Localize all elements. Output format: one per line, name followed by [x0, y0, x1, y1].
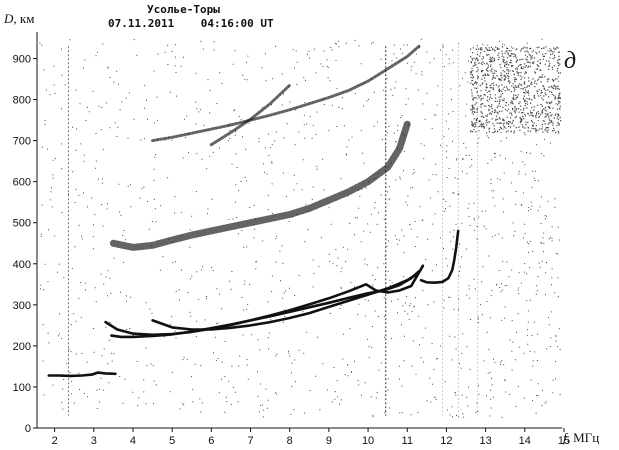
x-tick-label: 15 — [558, 435, 570, 447]
x-tick-label: 3 — [91, 435, 97, 447]
y-ticks: 0 100 200 300 400 500 600 700 800 900 — [13, 54, 37, 435]
x-tick-label: 7 — [247, 435, 253, 447]
x-tick-label: 8 — [287, 435, 293, 447]
x-tick-label: 11 — [402, 435, 413, 447]
trace-7 — [151, 44, 421, 143]
y-tick-label: 400 — [13, 259, 31, 271]
y-tick-label: 800 — [13, 95, 31, 107]
y-axis-var: D — [3, 11, 14, 26]
y-tick-label: 300 — [13, 300, 31, 312]
y-axis-unit: , км — [13, 11, 34, 26]
x-tick-label: 4 — [130, 435, 136, 447]
y-tick-label: 100 — [13, 382, 31, 394]
x-tick-label: 14 — [519, 435, 531, 447]
trace-5 — [419, 229, 460, 285]
noise-dots — [39, 38, 562, 418]
x-ticks: 2 3 4 5 6 7 8 9 10 11 12 13 14 15 — [52, 428, 570, 447]
y-tick-label: 900 — [13, 54, 31, 66]
y-tick-label: 600 — [13, 177, 31, 189]
x-tick-label: 9 — [326, 435, 332, 447]
x-axis-label: f, МГц — [563, 430, 599, 445]
y-tick-label: 0 — [25, 423, 31, 435]
y-tick-label: 700 — [13, 136, 31, 148]
chart-subtitle: 07.11.2011 04:16:00 UT — [108, 17, 274, 30]
x-tick-label: 6 — [208, 435, 214, 447]
y-tick-label: 200 — [13, 341, 31, 353]
trace-2 — [110, 269, 421, 339]
trace-3 — [104, 264, 425, 337]
x-tick-label: 2 — [52, 435, 58, 447]
panel-label: д — [564, 48, 576, 74]
ionogram-traces — [47, 44, 460, 378]
chart-title: Усолье-Торы — [147, 3, 220, 16]
x-tick-label: 13 — [479, 435, 491, 447]
x-tick-label: 5 — [169, 435, 175, 447]
y-axis-label: D, км — [3, 11, 34, 26]
trace-6 — [109, 120, 411, 251]
trace-8 — [209, 83, 292, 147]
x-tick-label: 12 — [440, 435, 452, 447]
trace-4 — [151, 272, 419, 331]
x-axis-unit: , МГц — [567, 430, 600, 445]
y-tick-label: 500 — [13, 218, 31, 230]
noise-speckle — [39, 38, 562, 418]
trace-1 — [47, 371, 117, 378]
x-axis-var: f — [563, 430, 569, 445]
x-tick-label: 10 — [362, 435, 374, 447]
